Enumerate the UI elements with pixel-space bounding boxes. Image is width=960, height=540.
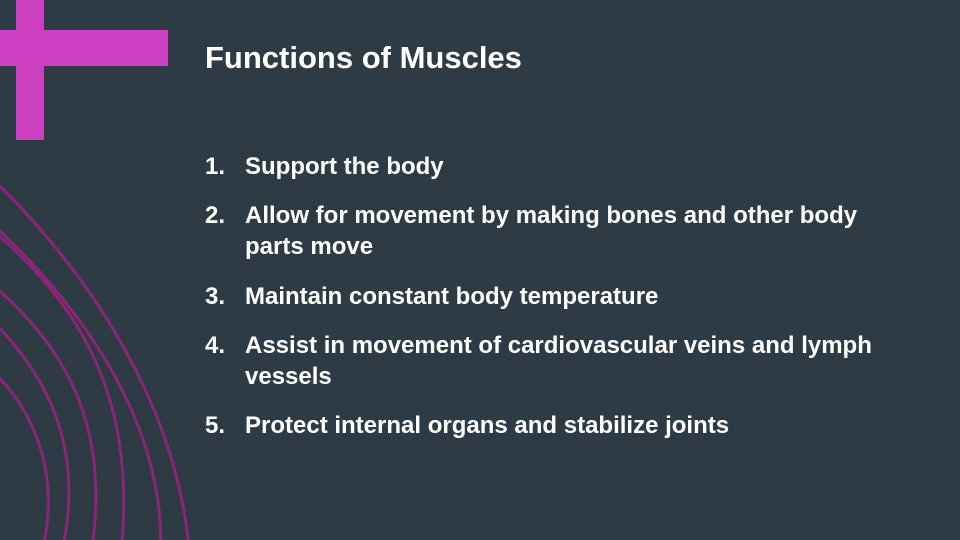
slide: Functions of Muscles Support the body Al…: [0, 0, 960, 540]
swirl-4: [0, 180, 161, 540]
swirl-1: [0, 220, 124, 540]
content-area: Functions of Muscles Support the body Al…: [205, 40, 900, 459]
list-item: Support the body: [205, 151, 900, 182]
swirl-5: [0, 360, 48, 540]
swirl-6: [0, 140, 190, 540]
list-item: Maintain constant body temperature: [205, 281, 900, 312]
swirl-lines: [0, 140, 190, 540]
slide-title: Functions of Muscles: [205, 40, 900, 76]
swirl-3: [0, 300, 69, 540]
numbered-list: Support the body Allow for movement by m…: [205, 151, 900, 441]
accent-top-bar: [0, 30, 168, 66]
list-item: Allow for movement by making bones and o…: [205, 200, 900, 262]
accent-vertical-bar: [16, 0, 44, 140]
list-item: Assist in movement of cardiovascular vei…: [205, 330, 900, 392]
list-item: Protect internal organs and stabilize jo…: [205, 410, 900, 441]
swirl-2: [0, 260, 96, 540]
